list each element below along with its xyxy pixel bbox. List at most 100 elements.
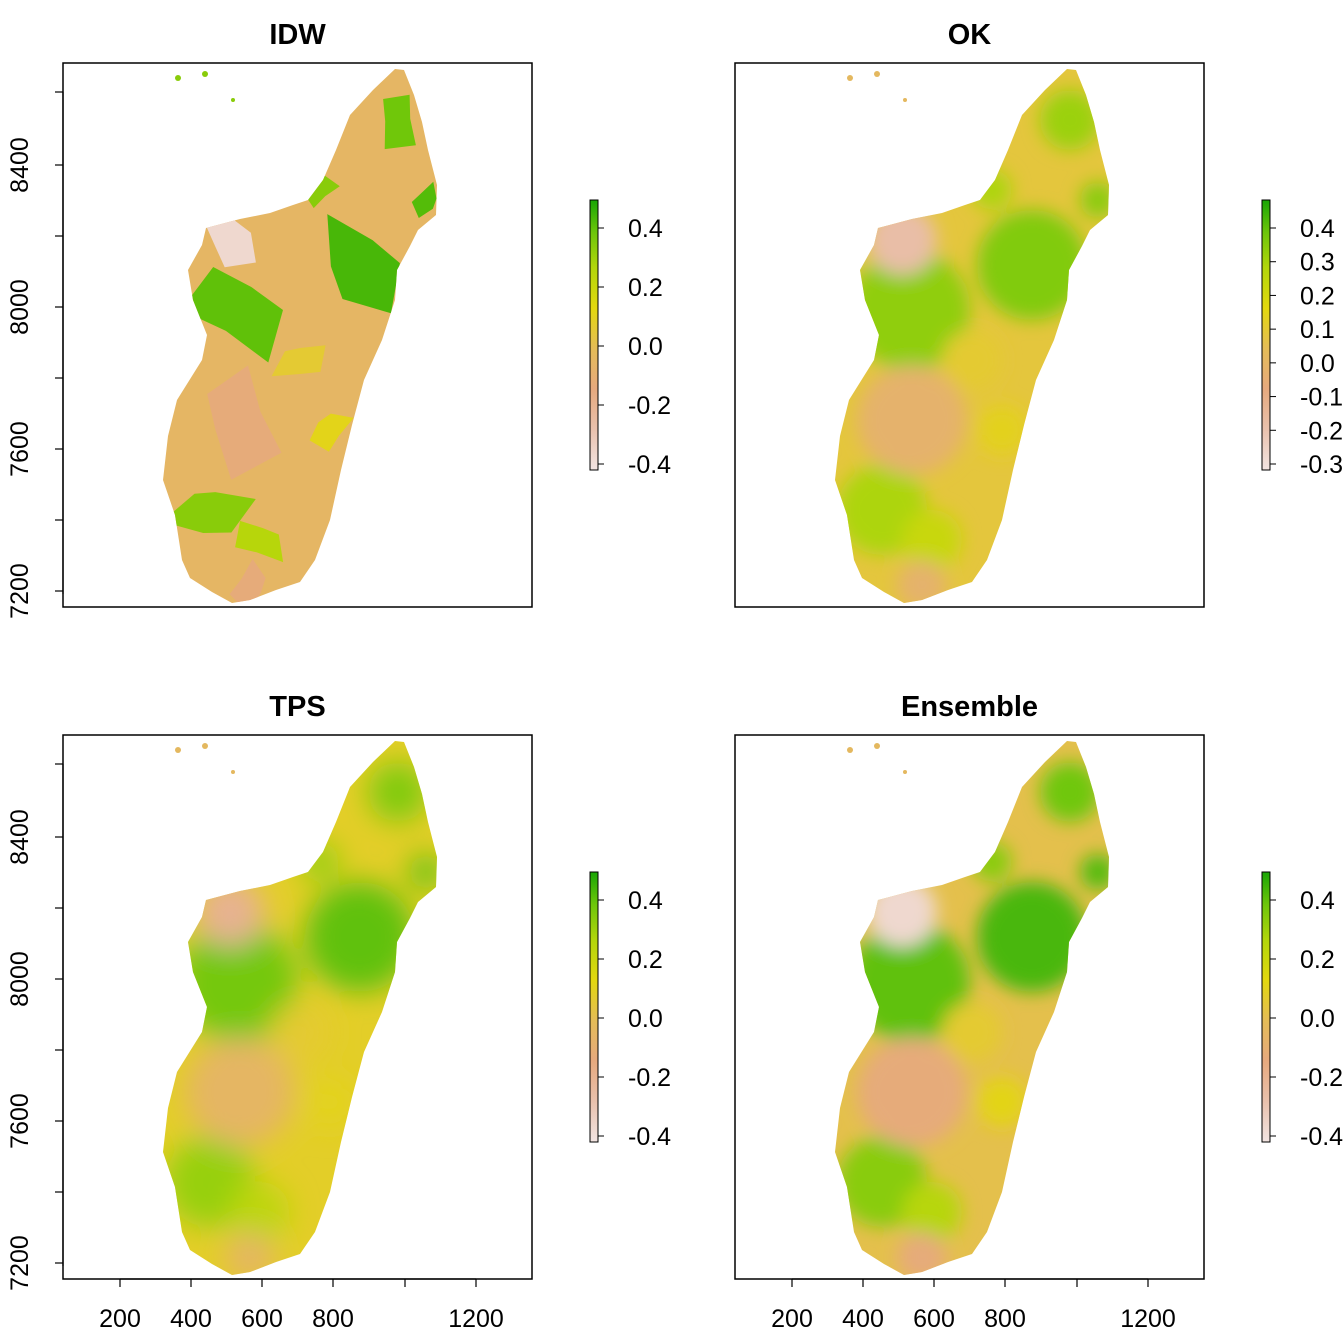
- legend-tick-label: -0.2: [628, 392, 671, 420]
- color-legend: 0.4 0.3 0.2 0.1 0.0 -0.1 -0.2 -0.3: [1261, 199, 1343, 479]
- y-tick-label: 7600: [6, 1093, 34, 1149]
- map-cell: [178, 922, 298, 1042]
- legend-tick-label: 0.4: [628, 215, 663, 243]
- panel-title: IDW: [269, 19, 326, 51]
- panel-title: Ensemble: [901, 691, 1038, 723]
- x-tick-label: 200: [99, 1305, 141, 1333]
- small-island: [903, 770, 907, 774]
- map-cell: [201, 214, 256, 268]
- plot-frame: [734, 62, 1205, 608]
- y-tick-label: 8400: [6, 809, 34, 865]
- color-legend: 0.4 0.2 0.0 -0.2 -0.4: [589, 199, 671, 479]
- y-tick-label: 7600: [6, 421, 34, 477]
- small-island: [202, 743, 208, 749]
- legend-tick-label: 0.0: [628, 1005, 663, 1033]
- map-cell: [942, 1002, 1002, 1062]
- legend-tick-label: -0.4: [628, 1123, 671, 1151]
- panel-title: OK: [948, 19, 992, 51]
- legend-bar: [1261, 871, 1271, 1143]
- map-cell: [897, 1232, 947, 1275]
- map-cell: [1040, 762, 1100, 822]
- map-cell: [207, 365, 282, 480]
- color-legend: 0.4 0.2 0.0 -0.2 -0.4: [1261, 871, 1343, 1151]
- legend-tick-label: -0.2: [1300, 1064, 1343, 1092]
- x-tick-label: 200: [771, 1305, 813, 1333]
- map-cell: [305, 1077, 355, 1127]
- map-cell: [163, 492, 256, 533]
- small-island: [847, 747, 853, 753]
- small-island: [231, 770, 235, 774]
- legend-tick-label: 0.0: [1300, 350, 1335, 378]
- map-cell: [327, 214, 400, 314]
- map-cell: [977, 1077, 1027, 1127]
- map-cell: [902, 1182, 962, 1242]
- map-cell: [857, 1037, 967, 1147]
- small-island: [202, 71, 208, 77]
- legend-tick-label: 0.4: [628, 887, 663, 915]
- map-cell: [972, 170, 1012, 210]
- x-tick-label: 1200: [448, 1305, 504, 1333]
- panel-ensemble: Ensemble 200 400 600 800 1200 0.4 0.2 0.0 -0.2 -0.…: [734, 691, 1343, 1333]
- small-island: [847, 75, 853, 81]
- legend-tick-label: 0.2: [628, 274, 663, 302]
- x-tick-label: 1200: [1120, 1305, 1176, 1333]
- legend-bar: [589, 199, 599, 471]
- legend-tick-label: 0.1: [1300, 316, 1335, 344]
- legend-bar: [1261, 199, 1271, 471]
- x-tick-label: 600: [913, 1305, 955, 1333]
- map-cell: [850, 250, 970, 370]
- map-cell: [235, 520, 284, 563]
- map-cell: [270, 1002, 330, 1062]
- legend-tick-label: 0.0: [1300, 1005, 1335, 1033]
- map-cell: [368, 762, 428, 822]
- map-cell: [300, 842, 340, 882]
- legend-tick-label: 0.2: [1300, 282, 1335, 310]
- y-tick-label: 8000: [6, 951, 34, 1007]
- map-cell: [1080, 854, 1109, 890]
- color-legend: 0.4 0.2 0.0 -0.2 -0.4: [589, 871, 671, 1151]
- map-cell: [977, 210, 1087, 320]
- small-island: [231, 98, 235, 102]
- map-cell: [271, 345, 326, 377]
- x-tick-label: 800: [984, 1305, 1026, 1333]
- map-cell: [1080, 182, 1109, 218]
- small-island: [175, 747, 181, 753]
- map-field: [163, 94, 437, 603]
- map-cell: [185, 1037, 295, 1147]
- map-cell: [972, 842, 1012, 882]
- map-raster: [835, 741, 1109, 1275]
- y-tick-label: 7200: [6, 563, 34, 619]
- small-island: [175, 75, 181, 81]
- legend-tick-label: -0.2: [1300, 417, 1343, 445]
- legend-tick-label: -0.3: [1300, 451, 1343, 479]
- map-cell: [309, 413, 354, 452]
- y-tick-label: 8000: [6, 279, 34, 335]
- panel-ok: OK 0.4 0.3 0.2 0.1 0.0 -0.1 -0.2 -0.3: [734, 19, 1343, 608]
- legend-bar: [589, 871, 599, 1143]
- small-island: [874, 71, 880, 77]
- map-cell: [411, 181, 437, 218]
- map-cell: [942, 330, 1002, 390]
- x-tick-label: 400: [842, 1305, 884, 1333]
- x-tick-label: 600: [241, 1305, 283, 1333]
- map-cell: [1040, 90, 1100, 150]
- map-cell: [305, 882, 415, 992]
- map-raster: [835, 69, 1109, 603]
- map-base: [163, 69, 437, 603]
- map-cell: [230, 1182, 290, 1242]
- map-cell: [195, 877, 265, 947]
- map-cell: [180, 267, 283, 363]
- map-cell: [867, 205, 937, 275]
- legend-tick-label: 0.4: [1300, 887, 1335, 915]
- legend-tick-label: -0.1: [1300, 384, 1343, 412]
- legend-tick-label: 0.4: [1300, 215, 1335, 243]
- map-cell: [225, 1232, 275, 1275]
- map-raster: [163, 69, 437, 603]
- y-tick-label: 7200: [6, 1235, 34, 1291]
- legend-tick-label: 0.2: [1300, 946, 1335, 974]
- map-cell: [977, 882, 1087, 992]
- map-cell: [408, 854, 437, 890]
- map-cell: [897, 560, 947, 603]
